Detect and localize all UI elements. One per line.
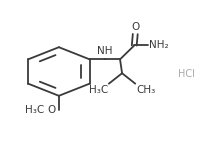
Text: HCl: HCl [177,69,194,79]
Text: O: O [130,22,139,32]
Text: NH: NH [97,46,112,56]
Text: O: O [47,105,56,115]
Text: H₃C: H₃C [25,105,44,115]
Text: NH₂: NH₂ [149,40,168,50]
Text: H₃C: H₃C [88,85,107,95]
Text: CH₃: CH₃ [136,85,155,95]
